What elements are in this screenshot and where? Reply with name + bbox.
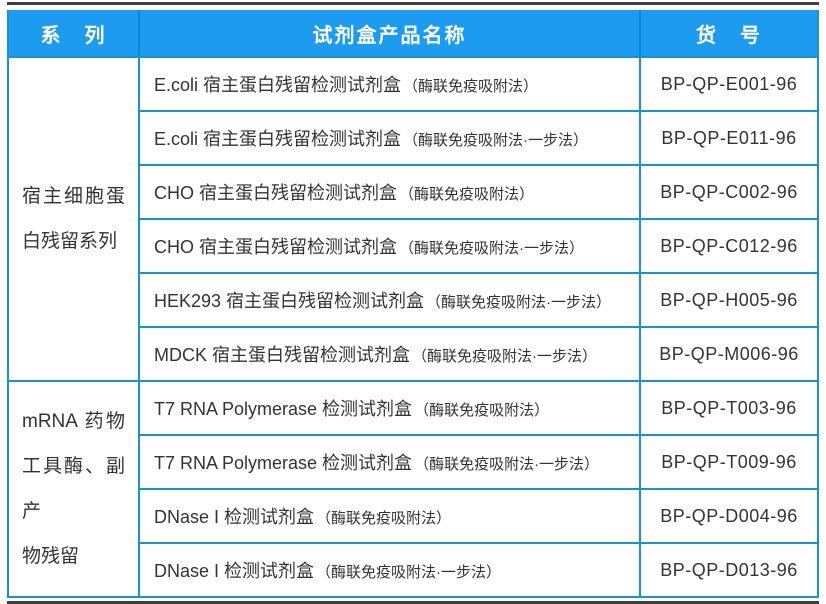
series-group-cell-mrna-enzymes: mRNA 药物 工具酶、副产 物残留 [7, 380, 140, 598]
product-name-cell: E.coli 宿主蛋白残留检测试剂盒 （酶联免疫吸附法·一步法） [138, 110, 641, 166]
method-label: （酶联免疫吸附法·一步法） [316, 564, 502, 581]
header-catalog: 货 号 [639, 10, 818, 58]
product-name: DNase I 检测试剂盒 [154, 507, 315, 527]
product-name-cell: E.coli 宿主蛋白残留检测试剂盒 （酶联免疫吸附法） [138, 56, 641, 112]
table-row: T7 RNA Polymerase 检测试剂盒 （酶联免疫吸附法·一步法） BP-… [8, 434, 819, 490]
table-row: MDCK 宿主蛋白残留检测试剂盒 （酶联免疫吸附法·一步法） BP-QP-M006… [8, 326, 819, 382]
product-name: CHO 宿主蛋白残留检测试剂盒 [154, 237, 397, 257]
product-name: E.coli 宿主蛋白残留检测试剂盒 [154, 129, 402, 149]
series-label-line: 宿主细胞蛋 [22, 186, 125, 207]
series-label-line: 物残留 [22, 546, 80, 567]
header-row: 系 列 试剂盒产品名称 货 号 [8, 10, 818, 58]
series-label-line: 白残留系列 [22, 231, 118, 252]
catalog-cell: BP-QP-C002-96 [639, 164, 819, 220]
method-label: （酶联免疫吸附法·一步法） [403, 132, 589, 149]
product-name-cell: CHO 宿主蛋白残留检测试剂盒 （酶联免疫吸附法·一步法） [138, 218, 641, 274]
product-name-cell: CHO 宿主蛋白残留检测试剂盒 （酶联免疫吸附法） [138, 164, 641, 220]
product-name: CHO 宿主蛋白残留检测试剂盒 [154, 183, 397, 203]
product-table: 系 列 试剂盒产品名称 货 号 宿主细胞蛋 白残留系列 E.coli 宿主蛋白残… [7, 10, 819, 598]
catalog-cell: BP-QP-T003-96 [639, 380, 819, 436]
method-label: （酶联免疫吸附法） [414, 402, 550, 419]
method-label: （酶联免疫吸附法·一步法） [414, 456, 600, 473]
product-name-cell: DNase I 检测试剂盒 （酶联免疫吸附法·一步法） [138, 542, 641, 598]
product-name: MDCK 宿主蛋白残留检测试剂盒 [154, 345, 410, 365]
catalog-cell: BP-QP-H005-96 [639, 272, 819, 328]
product-name-cell: MDCK 宿主蛋白残留检测试剂盒 （酶联免疫吸附法·一步法） [138, 326, 641, 382]
product-name: T7 RNA Polymerase 检测试剂盒 [154, 453, 413, 473]
table-row: 宿主细胞蛋 白残留系列 E.coli 宿主蛋白残留检测试剂盒 （酶联免疫吸附法） … [7, 56, 819, 382]
catalog-cell: BP-QP-E001-96 [639, 56, 819, 112]
product-name-cell: HEK293 宿主蛋白残留检测试剂盒 （酶联免疫吸附法·一步法） [138, 272, 641, 328]
product-name-cell: T7 RNA Polymerase 检测试剂盒 （酶联免疫吸附法） [138, 380, 641, 436]
table-row: CHO 宿主蛋白残留检测试剂盒 （酶联免疫吸附法） BP-QP-C002-96 [8, 164, 819, 220]
table-row: DNase I 检测试剂盒 （酶联免疫吸附法） BP-QP-D004-96 [8, 488, 819, 544]
catalog-cell: BP-QP-M006-96 [639, 326, 819, 382]
product-name: E.coli 宿主蛋白残留检测试剂盒 [154, 75, 402, 95]
method-label: （酶联免疫吸附法·一步法） [412, 348, 597, 365]
product-name-cell: T7 RNA Polymerase 检测试剂盒 （酶联免疫吸附法·一步法） [138, 434, 641, 490]
catalog-cell: BP-QP-E011-96 [639, 110, 819, 166]
catalog-cell: BP-QP-D013-96 [639, 542, 819, 598]
product-name-cell: DNase I 检测试剂盒 （酶联免疫吸附法） [138, 488, 641, 544]
catalog-cell: BP-QP-C012-96 [639, 218, 819, 274]
catalog-cell: BP-QP-D004-96 [639, 488, 819, 544]
method-label: （酶联免疫吸附法） [399, 186, 535, 203]
table-row: HEK293 宿主蛋白残留检测试剂盒 （酶联免疫吸附法·一步法） BP-QP-H0… [8, 272, 819, 328]
method-label: （酶联免疫吸附法·一步法） [426, 294, 612, 311]
header-product-name: 试剂盒产品名称 [138, 10, 640, 58]
series-label-line: 工具酶、副产 [22, 456, 125, 522]
method-label: （酶联免疫吸附法） [403, 78, 539, 95]
method-label: （酶联免疫吸附法） [316, 510, 452, 527]
table-row: E.coli 宿主蛋白残留检测试剂盒 （酶联免疫吸附法·一步法） BP-QP-E0… [8, 110, 819, 166]
product-name: HEK293 宿主蛋白残留检测试剂盒 [154, 291, 425, 311]
method-label: （酶联免疫吸附法·一步法） [399, 240, 584, 257]
table-row: CHO 宿主蛋白残留检测试剂盒 （酶联免疫吸附法·一步法） BP-QP-C012-… [8, 218, 819, 274]
product-name: T7 RNA Polymerase 检测试剂盒 [154, 399, 413, 419]
top-rule [7, 2, 819, 5]
series-label-line: mRNA 药物 [22, 411, 125, 432]
table-row: mRNA 药物 工具酶、副产 物残留 T7 RNA Polymerase 检测试… [7, 380, 819, 598]
catalog-cell: BP-QP-T009-96 [639, 434, 819, 490]
product-name: DNase I 检测试剂盒 [154, 561, 315, 581]
header-series: 系 列 [8, 10, 139, 58]
series-group-cell-host-cell-protein: 宿主细胞蛋 白残留系列 [7, 56, 140, 382]
